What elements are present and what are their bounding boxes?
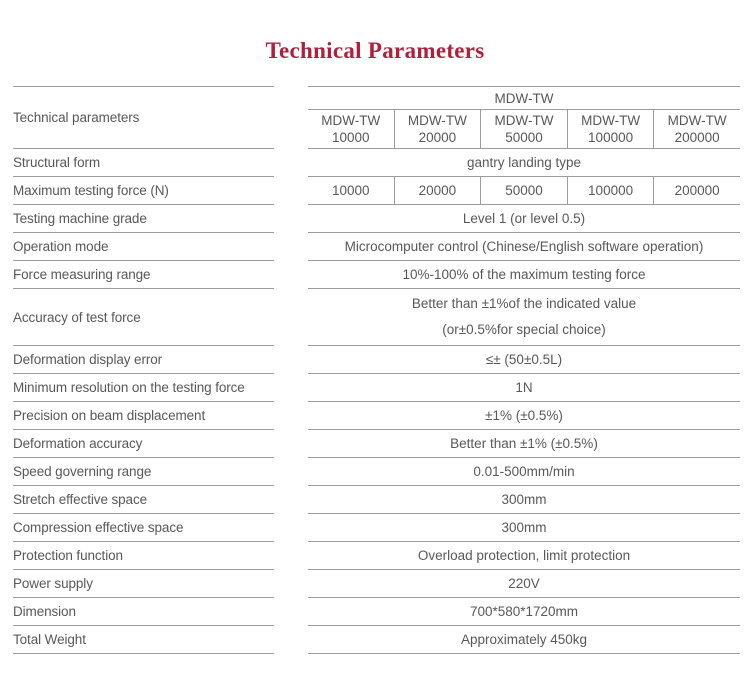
spec-row: Operation mode Microcomputer control (Ch… — [13, 233, 740, 261]
force-value-cell: 20000 — [393, 177, 481, 204]
column-gap — [274, 149, 308, 177]
model-column-header: MDW-TW 10000 — [308, 110, 394, 148]
force-value-cell: 100000 — [566, 177, 654, 204]
table-header-row: Technical parameters MDW-TW MDW-TW 10000… — [13, 86, 740, 149]
spec-table: Technical parameters MDW-TW MDW-TW 10000… — [13, 86, 740, 654]
column-gap — [274, 598, 308, 626]
spec-row-label: Maximum testing force (N) — [13, 177, 274, 205]
column-gap — [274, 486, 308, 514]
model-column-header: MDW-TW 200000 — [653, 110, 740, 148]
force-value-cell: 200000 — [653, 177, 740, 204]
force-value-cell: 10000 — [332, 183, 370, 198]
spec-row: Power supply 220V — [13, 570, 740, 598]
spec-row: Minimum resolution on the testing force … — [13, 374, 740, 402]
model-capacity: 200000 — [674, 130, 720, 145]
spec-row: Total Weight Approximately 450kg — [13, 626, 740, 654]
column-gap — [274, 458, 308, 486]
column-gap — [274, 177, 308, 205]
spec-row-value: Better than ±1% (±0.5%) — [308, 430, 740, 458]
spec-row: Protection function Overload protection,… — [13, 542, 740, 570]
column-gap — [274, 233, 308, 261]
spec-row-label: Deformation accuracy — [13, 430, 274, 458]
spec-row-value: 1N — [308, 374, 740, 402]
spec-row-value: gantry landing type — [308, 149, 740, 177]
page-title: Technical Parameters — [265, 38, 485, 63]
model-group-label: MDW-TW — [308, 86, 740, 110]
spec-row-label: Total Weight — [13, 626, 274, 654]
spec-row-label: Force measuring range — [13, 261, 274, 289]
model-capacity: 100000 — [588, 130, 634, 145]
spec-row-label: Stretch effective space — [13, 486, 274, 514]
model-capacity: 20000 — [418, 130, 457, 145]
spec-row-label: Power supply — [13, 570, 274, 598]
spec-row: Speed governing range 0.01-500mm/min — [13, 458, 740, 486]
spec-row-value: Microcomputer control (Chinese/English s… — [308, 233, 740, 261]
spec-row: Dimension 700*580*1720mm — [13, 598, 740, 626]
spec-row: Compression effective space 300mm — [13, 514, 740, 542]
spec-row: Precision on beam displacement ±1% (±0.5… — [13, 402, 740, 430]
column-gap — [274, 570, 308, 598]
model-column-header: MDW-TW 20000 — [393, 110, 481, 148]
spec-row: Deformation display error ≤± (50±0.5L) — [13, 346, 740, 374]
spec-row-value: Overload protection, limit protection — [308, 542, 740, 570]
spec-row-label: Speed governing range — [13, 458, 274, 486]
column-gap — [274, 289, 308, 346]
spec-row: Structural form gantry landing type — [13, 149, 740, 177]
spec-row-label: Minimum resolution on the testing force — [13, 374, 274, 402]
column-gap — [274, 346, 308, 374]
spec-row: Stretch effective space 300mm — [13, 486, 740, 514]
spec-row-value: Approximately 450kg — [308, 626, 740, 654]
column-gap — [274, 86, 308, 149]
model-name: MDW-TW — [494, 113, 554, 128]
model-capacity: 50000 — [505, 130, 543, 145]
spec-row: Maximum testing force (N) 10000 20000 50… — [13, 177, 740, 205]
column-gap — [274, 542, 308, 570]
spec-row-label: Compression effective space — [13, 514, 274, 542]
spec-row-value: 220V — [308, 570, 740, 598]
column-gap — [274, 514, 308, 542]
force-value-cell: 50000 — [480, 177, 567, 204]
column-gap — [274, 402, 308, 430]
column-gap — [274, 261, 308, 289]
spec-row-value: 0.01-500mm/min — [308, 458, 740, 486]
column-gap — [274, 626, 308, 654]
spec-row-value: 300mm — [308, 486, 740, 514]
model-name: MDW-TW — [321, 113, 381, 128]
spec-row: Testing machine grade Level 1 (or level … — [13, 205, 740, 233]
spec-row-value: 10%-100% of the maximum testing force — [308, 261, 740, 289]
spec-row-values: 10000 20000 50000 100000 200000 — [308, 177, 740, 205]
spec-row-value: ≤± (50±0.5L) — [308, 346, 740, 374]
model-name: MDW-TW — [407, 113, 467, 128]
spec-row-label: Dimension — [13, 598, 274, 626]
model-header-group: MDW-TW MDW-TW 10000 MDW-TW 20000 MDW-TW … — [308, 86, 740, 149]
param-header-label: Technical parameters — [13, 86, 274, 149]
spec-row-label: Accuracy of test force — [13, 289, 274, 346]
spec-row-value: 700*580*1720mm — [308, 598, 740, 626]
column-gap — [274, 205, 308, 233]
spec-row-label: Operation mode — [13, 233, 274, 261]
model-header-row: MDW-TW 10000 MDW-TW 20000 MDW-TW 50000 M… — [308, 110, 740, 149]
accuracy-value-line-1: Better than ±1%of the indicated value — [411, 296, 637, 311]
model-column-header: MDW-TW 50000 — [480, 110, 567, 148]
column-gap — [274, 430, 308, 458]
model-name: MDW-TW — [667, 113, 727, 128]
spec-row-value: Level 1 (or level 0.5) — [308, 205, 740, 233]
spec-row: Force measuring range 10%-100% of the ma… — [13, 261, 740, 289]
spec-row-value: Better than ±1%of the indicated value (o… — [308, 289, 740, 346]
spec-row: Deformation accuracy Better than ±1% (±0… — [13, 430, 740, 458]
model-capacity: 10000 — [332, 130, 370, 145]
spec-row-value: ±1% (±0.5%) — [308, 402, 740, 430]
accuracy-value-line-2: (or±0.5%for special choice) — [442, 322, 606, 337]
model-column-header: MDW-TW 100000 — [566, 110, 654, 148]
spec-row-label: Structural form — [13, 149, 274, 177]
spec-row-label: Testing machine grade — [13, 205, 274, 233]
column-gap — [274, 374, 308, 402]
spec-row-label: Protection function — [13, 542, 274, 570]
spec-row-value: 300mm — [308, 514, 740, 542]
spec-row-label: Precision on beam displacement — [13, 402, 274, 430]
spec-row: Accuracy of test force Better than ±1%of… — [13, 289, 740, 346]
spec-row-label: Deformation display error — [13, 346, 274, 374]
model-name: MDW-TW — [581, 113, 641, 128]
